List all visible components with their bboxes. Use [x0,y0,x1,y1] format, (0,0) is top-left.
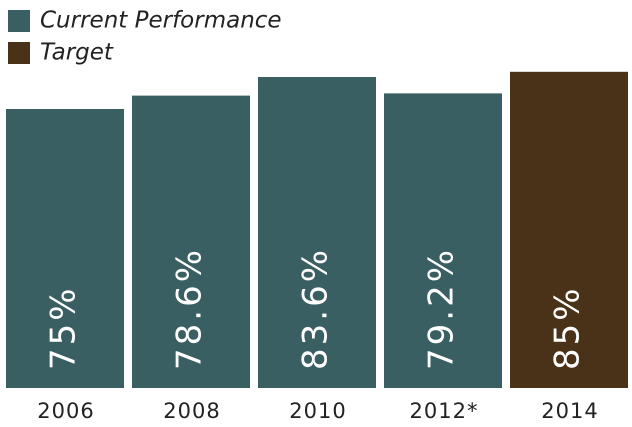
bar [6,109,124,388]
bar [384,93,502,388]
x-tick-label: 2008 [163,399,220,423]
bar [132,95,250,388]
x-tick-label: 2012* [410,399,479,423]
legend-swatch [8,42,30,64]
data-label: 75% [44,285,84,370]
bar [258,77,376,389]
legend-swatch [8,10,30,32]
legend-label: Target [40,40,114,66]
bar [510,71,628,389]
x-tick-label: 2014 [541,399,598,423]
data-label: 79.2% [422,247,462,370]
x-tick-label: 2006 [37,399,94,423]
data-label: 85% [548,285,588,370]
legend-label: Current Performance [40,8,282,34]
data-label: 83.6% [296,247,336,370]
x-tick-label: 2010 [289,399,346,423]
data-label: 78.6% [170,247,210,370]
